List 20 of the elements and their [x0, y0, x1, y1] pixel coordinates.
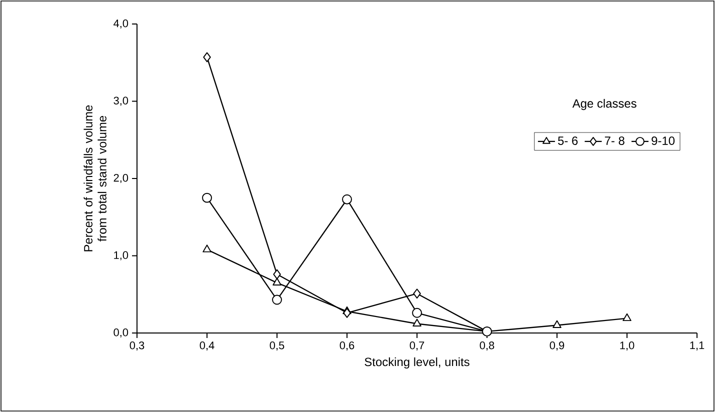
legend-label: 7- 8: [604, 136, 624, 145]
x-tick-label: 1,0: [620, 342, 634, 351]
x-tick-label: 0,7: [410, 342, 424, 351]
x-tick-label: 0,5: [270, 342, 284, 351]
x-axis-title: Stocking level, units: [364, 357, 470, 369]
y-tick-label: 3,0: [114, 96, 128, 106]
legend-label: 9-10: [652, 136, 675, 145]
y-tick-label: 4,0: [114, 19, 128, 29]
y-tick-label: 1,0: [114, 251, 128, 260]
legend-title: Age classes: [572, 98, 636, 110]
y-tick-label: 2,0: [114, 174, 128, 184]
x-tick-label: 0,6: [340, 342, 354, 351]
x-tick-label: 0,4: [200, 342, 214, 351]
y-axis-title: Percent of windfalls volume from total stand volume: [84, 105, 106, 252]
legend-label: 5- 6: [558, 136, 578, 145]
y-tick-label: 0,0: [114, 328, 128, 338]
x-tick-label: 1,1: [690, 342, 704, 350]
x-tick-label: 0,3: [130, 342, 144, 351]
x-tick-label: 0,9: [550, 342, 564, 351]
x-tick-label: 0,8: [480, 342, 494, 351]
